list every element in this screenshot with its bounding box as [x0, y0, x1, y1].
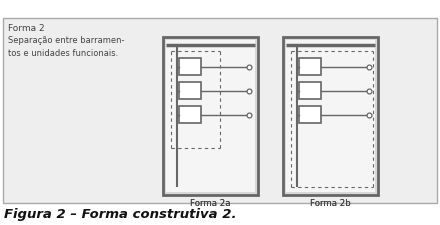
Text: Forma 2a: Forma 2a — [190, 198, 231, 207]
Text: Figura 2 – Forma construtiva 2.: Figura 2 – Forma construtiva 2. — [4, 207, 237, 220]
Bar — [166, 41, 255, 192]
Bar — [179, 59, 201, 76]
Bar — [163, 38, 258, 195]
Bar — [286, 41, 375, 192]
Bar — [179, 83, 201, 99]
Text: Forma 2a: Forma 2a — [190, 198, 231, 207]
Bar — [299, 106, 321, 124]
Bar — [299, 59, 321, 76]
Bar — [3, 19, 437, 203]
Text: Forma 2b: Forma 2b — [310, 198, 351, 207]
Text: Separação entre barramen-
tos e unidades funcionais.: Separação entre barramen- tos e unidades… — [8, 36, 125, 57]
Text: Forma 2b: Forma 2b — [310, 198, 351, 207]
Bar — [299, 83, 321, 99]
Bar — [179, 106, 201, 124]
Text: Forma 2: Forma 2 — [8, 24, 44, 33]
Bar — [283, 38, 378, 195]
